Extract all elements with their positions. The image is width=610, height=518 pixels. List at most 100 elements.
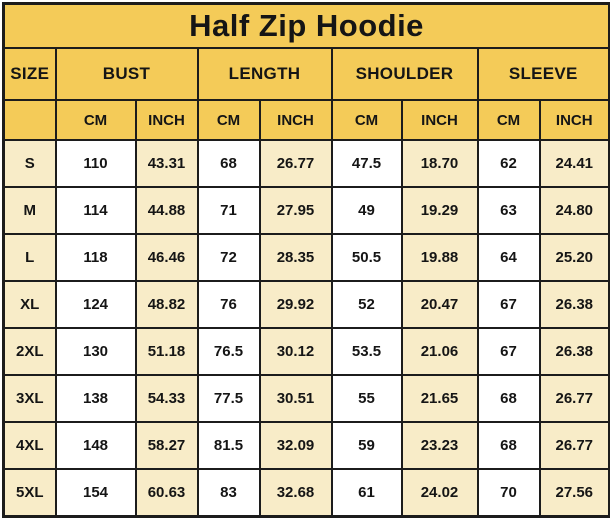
value-cell: 81.5 [196, 421, 261, 470]
unit-header-inch: INCH [400, 99, 479, 141]
value-cell: 110 [54, 139, 137, 188]
table-row-2xl: 2XL 130 51.18 76.5 30.12 53.5 21.06 67 2… [2, 327, 610, 376]
value-cell: 43.31 [134, 139, 199, 188]
group-header-row: SIZE BUST LENGTH SHOULDER SLEEVE [2, 47, 610, 101]
unit-header-empty [2, 99, 57, 141]
value-cell: 24.02 [400, 468, 479, 518]
size-cell: 4XL [2, 421, 57, 470]
value-cell: 68 [476, 374, 541, 423]
value-cell: 29.92 [258, 280, 333, 329]
value-cell: 28.35 [258, 233, 333, 282]
value-cell: 30.51 [258, 374, 333, 423]
col-header-length: LENGTH [196, 47, 333, 101]
size-cell: M [2, 186, 57, 235]
table-row-m: M 114 44.88 71 27.95 49 19.29 63 24.80 [2, 186, 610, 235]
size-cell: 3XL [2, 374, 57, 423]
value-cell: 124 [54, 280, 137, 329]
value-cell: 27.95 [258, 186, 333, 235]
unit-header-cm: CM [476, 99, 541, 141]
value-cell: 118 [54, 233, 137, 282]
value-cell: 67 [476, 280, 541, 329]
value-cell: 114 [54, 186, 137, 235]
value-cell: 48.82 [134, 280, 199, 329]
value-cell: 46.46 [134, 233, 199, 282]
value-cell: 64 [476, 233, 541, 282]
unit-header-cm: CM [196, 99, 261, 141]
value-cell: 148 [54, 421, 137, 470]
value-cell: 19.29 [400, 186, 479, 235]
value-cell: 52 [330, 280, 403, 329]
value-cell: 68 [196, 139, 261, 188]
value-cell: 26.77 [538, 374, 610, 423]
unit-header-row: CM INCH CM INCH CM INCH CM INCH [2, 99, 610, 141]
value-cell: 26.38 [538, 327, 610, 376]
unit-header-inch: INCH [258, 99, 333, 141]
value-cell: 72 [196, 233, 261, 282]
value-cell: 25.20 [538, 233, 610, 282]
value-cell: 53.5 [330, 327, 403, 376]
size-cell: 5XL [2, 468, 57, 518]
value-cell: 24.80 [538, 186, 610, 235]
table-row-4xl: 4XL 148 58.27 81.5 32.09 59 23.23 68 26.… [2, 421, 610, 470]
value-cell: 21.65 [400, 374, 479, 423]
value-cell: 26.77 [258, 139, 333, 188]
unit-header-inch: INCH [538, 99, 610, 141]
unit-header-inch: INCH [134, 99, 199, 141]
col-header-shoulder: SHOULDER [330, 47, 479, 101]
value-cell: 51.18 [134, 327, 199, 376]
value-cell: 27.56 [538, 468, 610, 518]
value-cell: 21.06 [400, 327, 479, 376]
unit-header-cm: CM [330, 99, 403, 141]
value-cell: 18.70 [400, 139, 479, 188]
value-cell: 55 [330, 374, 403, 423]
value-cell: 26.38 [538, 280, 610, 329]
value-cell: 23.23 [400, 421, 479, 470]
value-cell: 20.47 [400, 280, 479, 329]
table-row-5xl: 5XL 154 60.63 83 32.68 61 24.02 70 27.56 [2, 468, 610, 518]
value-cell: 68 [476, 421, 541, 470]
value-cell: 59 [330, 421, 403, 470]
value-cell: 60.63 [134, 468, 199, 518]
table-row-3xl: 3XL 138 54.33 77.5 30.51 55 21.65 68 26.… [2, 374, 610, 423]
value-cell: 67 [476, 327, 541, 376]
size-cell: L [2, 233, 57, 282]
value-cell: 50.5 [330, 233, 403, 282]
value-cell: 54.33 [134, 374, 199, 423]
value-cell: 154 [54, 468, 137, 518]
value-cell: 44.88 [134, 186, 199, 235]
value-cell: 61 [330, 468, 403, 518]
value-cell: 58.27 [134, 421, 199, 470]
value-cell: 19.88 [400, 233, 479, 282]
table-row-l: L 118 46.46 72 28.35 50.5 19.88 64 25.20 [2, 233, 610, 282]
value-cell: 71 [196, 186, 261, 235]
table-row-s: S 110 43.31 68 26.77 47.5 18.70 62 24.41 [2, 139, 610, 188]
size-cell: XL [2, 280, 57, 329]
value-cell: 47.5 [330, 139, 403, 188]
chart-title: Half Zip Hoodie [2, 2, 610, 49]
value-cell: 83 [196, 468, 261, 518]
col-header-bust: BUST [54, 47, 199, 101]
value-cell: 49 [330, 186, 403, 235]
value-cell: 26.77 [538, 421, 610, 470]
value-cell: 77.5 [196, 374, 261, 423]
unit-header-cm: CM [54, 99, 137, 141]
size-cell: 2XL [2, 327, 57, 376]
value-cell: 130 [54, 327, 137, 376]
table-row-xl: XL 124 48.82 76 29.92 52 20.47 67 26.38 [2, 280, 610, 329]
value-cell: 76.5 [196, 327, 261, 376]
title-row: Half Zip Hoodie [2, 2, 610, 49]
value-cell: 70 [476, 468, 541, 518]
value-cell: 62 [476, 139, 541, 188]
size-cell: S [2, 139, 57, 188]
value-cell: 76 [196, 280, 261, 329]
value-cell: 138 [54, 374, 137, 423]
value-cell: 32.09 [258, 421, 333, 470]
col-header-sleeve: SLEEVE [476, 47, 610, 101]
col-header-size: SIZE [2, 47, 57, 101]
value-cell: 30.12 [258, 327, 333, 376]
value-cell: 63 [476, 186, 541, 235]
value-cell: 24.41 [538, 139, 610, 188]
value-cell: 32.68 [258, 468, 333, 518]
